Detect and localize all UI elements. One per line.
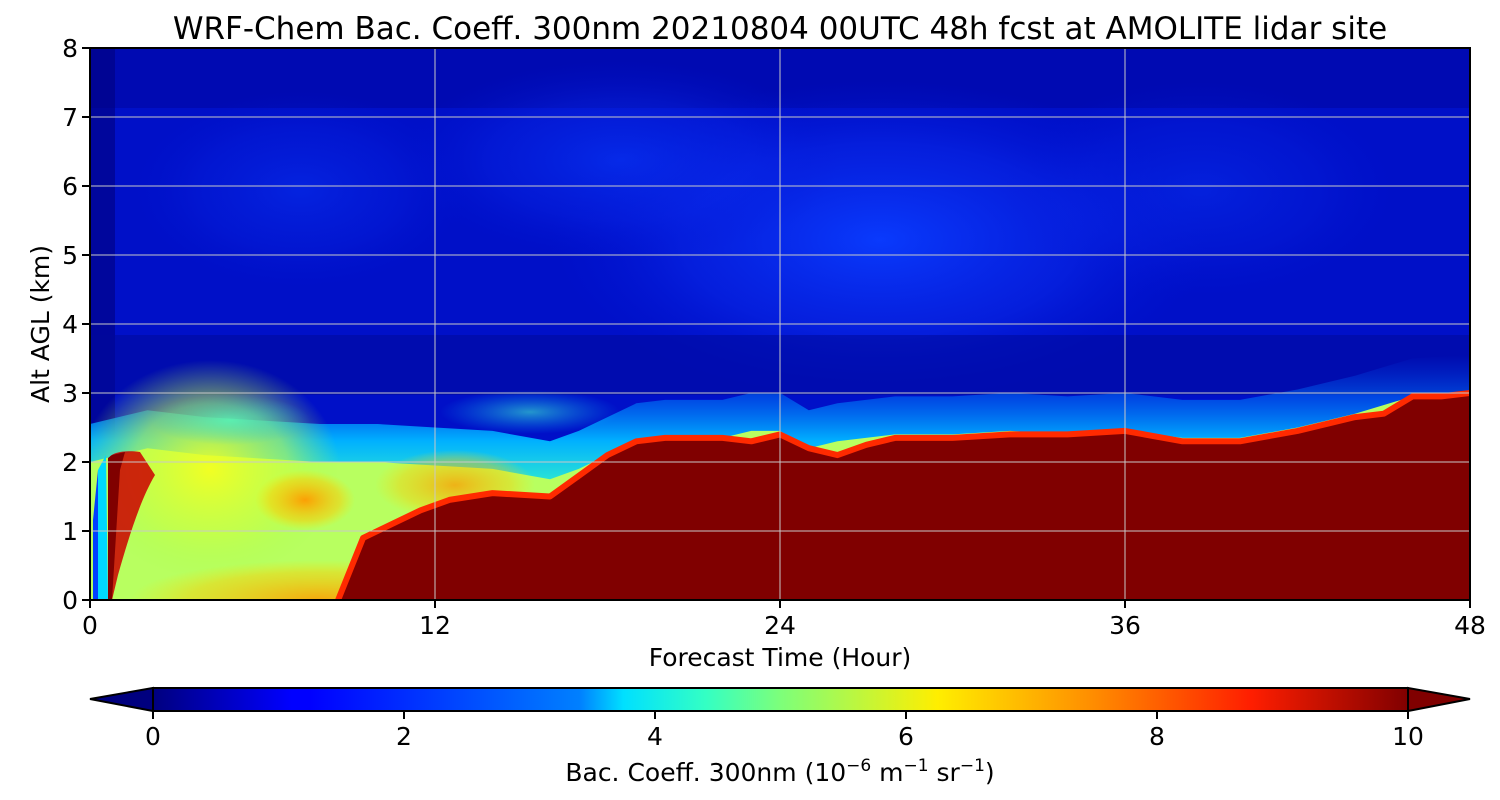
colorbar-label-unit-m: m [871,758,903,787]
y-tick-label: 8 [62,34,78,63]
x-axis-label: Forecast Time (Hour) [649,643,912,672]
colorbar-label-unit-sr: sr [929,758,961,787]
backscatter-field [90,48,1470,600]
x-tick-label: 12 [419,611,451,640]
high-backscatter-region [338,393,1470,600]
colorbar-tick-label: 10 [1392,722,1424,751]
y-tick-label: 2 [62,448,78,477]
colorbar-tick-label: 6 [898,722,914,751]
colorbar-label-exp-a: −6 [846,756,871,776]
colorbar-label: Bac. Coeff. 300nm (10−6 m−1 sr−1) [565,756,994,787]
x-axis: 0 12 24 36 48 [82,600,1486,640]
colorbar-tick-label: 4 [647,722,663,751]
chart-title: WRF-Chem Bac. Coeff. 300nm 20210804 00UT… [173,11,1387,47]
colorbar-label-exp-b: −1 [904,756,929,776]
x-tick-label: 36 [1109,611,1141,640]
colorbar: 0 2 4 6 8 10 [89,686,1471,751]
colorbar-tick-label: 0 [145,722,161,751]
colorbar-extend-low [89,686,154,713]
colorbar-tick-label: 8 [1149,722,1165,751]
y-tick-label: 3 [62,379,78,408]
colorbar-label-end: ) [985,758,995,787]
y-tick-label: 6 [62,172,78,201]
x-tick-label: 48 [1454,611,1486,640]
colorbar-ticks: 0 2 4 6 8 10 [145,711,1424,751]
high-backscatter-edge [335,390,1470,600]
colorbar-extend-high [1407,686,1471,713]
x-tick-label: 24 [764,611,796,640]
y-tick-label: 5 [62,241,78,270]
y-tick-label: 4 [62,310,78,339]
x-tick-label: 0 [82,611,98,640]
gridlines [90,48,1470,600]
colorbar-frame [152,687,1409,712]
colorbar-label-exp-c: −1 [960,756,985,776]
colorbar-tick-label: 2 [396,722,412,751]
y-axis: 0 1 2 3 4 5 6 7 8 [62,34,90,615]
colorbar-ramp [153,688,1408,711]
colorbar-label-main: Bac. Coeff. 300nm (10 [565,758,846,787]
y-axis-label: Alt AGL (km) [26,245,55,403]
y-tick-label: 7 [62,103,78,132]
y-tick-label: 0 [62,586,78,615]
y-tick-label: 1 [62,517,78,546]
